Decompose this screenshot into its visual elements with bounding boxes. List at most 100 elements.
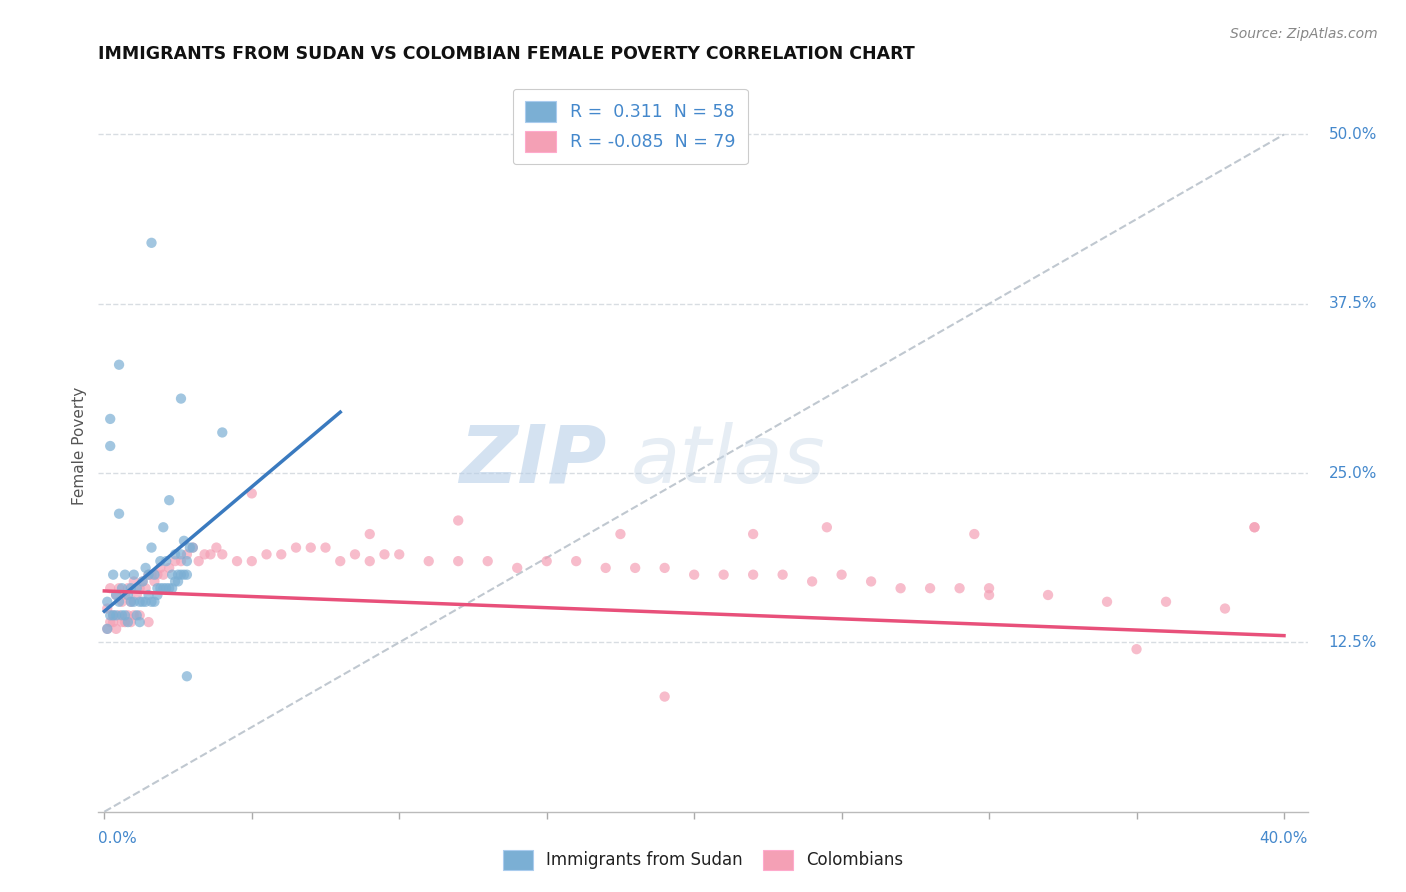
Text: 0.0%: 0.0% (98, 831, 138, 846)
Point (120, 595, 142, 609)
Point (1213, 601, 1236, 615)
Point (170, 392, 193, 406)
Point (138, 588, 160, 602)
Point (477, 554, 499, 568)
Point (125, 581, 148, 595)
Point (117, 581, 139, 595)
Point (122, 595, 145, 609)
Point (135, 581, 157, 595)
Point (152, 520, 174, 534)
Point (160, 567, 183, 582)
Point (149, 561, 172, 575)
Point (96, 601, 118, 615)
Point (131, 574, 153, 589)
Point (1095, 595, 1118, 609)
Point (101, 567, 124, 582)
Point (165, 574, 187, 589)
Point (143, 595, 166, 609)
Point (181, 541, 204, 555)
Point (135, 561, 157, 575)
Point (713, 567, 735, 582)
Point (418, 554, 440, 568)
Text: IMMIGRANTS FROM SUDAN VS COLOMBIAN FEMALE POVERTY CORRELATION CHART: IMMIGRANTS FROM SUDAN VS COLOMBIAN FEMAL… (98, 45, 915, 62)
Point (170, 554, 193, 568)
Point (96, 622, 118, 636)
Point (447, 554, 470, 568)
Point (135, 595, 157, 609)
Point (98, 608, 121, 623)
Point (120, 581, 142, 595)
Point (111, 608, 134, 623)
Point (285, 541, 308, 555)
Point (772, 567, 794, 582)
Point (359, 527, 381, 541)
Point (131, 574, 153, 589)
Point (801, 574, 824, 589)
Point (111, 615, 134, 629)
Point (160, 581, 183, 595)
Point (141, 595, 163, 609)
Text: Source: ZipAtlas.com: Source: ZipAtlas.com (1230, 27, 1378, 41)
Point (742, 567, 765, 582)
Point (152, 581, 174, 595)
Point (101, 608, 124, 623)
Point (1036, 588, 1059, 602)
Point (270, 547, 292, 561)
Point (111, 581, 134, 595)
Point (742, 527, 765, 541)
Point (117, 608, 139, 623)
Point (101, 615, 124, 629)
Point (128, 595, 150, 609)
Point (165, 554, 187, 568)
Point (1154, 595, 1177, 609)
Point (108, 608, 131, 623)
Point (165, 547, 187, 561)
Point (141, 567, 163, 582)
Point (176, 547, 198, 561)
Point (170, 567, 193, 582)
Point (114, 615, 136, 629)
Point (146, 588, 169, 602)
Text: ZIP: ZIP (458, 422, 606, 500)
Point (815, 520, 838, 534)
Point (122, 567, 145, 582)
Point (125, 588, 148, 602)
Point (149, 554, 172, 568)
Point (122, 608, 145, 623)
Point (315, 541, 337, 555)
Point (131, 595, 153, 609)
Point (173, 533, 195, 548)
Text: 12.5%: 12.5% (1329, 635, 1376, 650)
Point (179, 541, 201, 555)
Point (114, 608, 136, 623)
Point (108, 595, 131, 609)
Legend: R =  0.311  N = 58, R = -0.085  N = 79: R = 0.311 N = 58, R = -0.085 N = 79 (513, 89, 748, 164)
Point (105, 622, 128, 636)
Point (117, 588, 139, 602)
Point (105, 588, 128, 602)
Point (226, 554, 249, 568)
Point (167, 567, 190, 582)
Point (108, 358, 131, 372)
Text: 25.0%: 25.0% (1329, 466, 1376, 481)
Point (565, 554, 588, 568)
Point (359, 554, 381, 568)
Point (146, 581, 169, 595)
Point (181, 541, 204, 555)
Point (96, 622, 118, 636)
Point (98, 615, 121, 629)
Point (143, 567, 166, 582)
Point (120, 595, 142, 609)
Point (211, 425, 233, 440)
Text: atlas: atlas (630, 422, 825, 500)
Point (128, 581, 150, 595)
Point (98, 412, 121, 426)
Point (194, 547, 217, 561)
Point (117, 615, 139, 629)
Point (138, 615, 160, 629)
Point (654, 690, 676, 704)
Point (167, 574, 190, 589)
Text: 40.0%: 40.0% (1260, 831, 1308, 846)
Point (155, 581, 177, 595)
Point (122, 574, 145, 589)
